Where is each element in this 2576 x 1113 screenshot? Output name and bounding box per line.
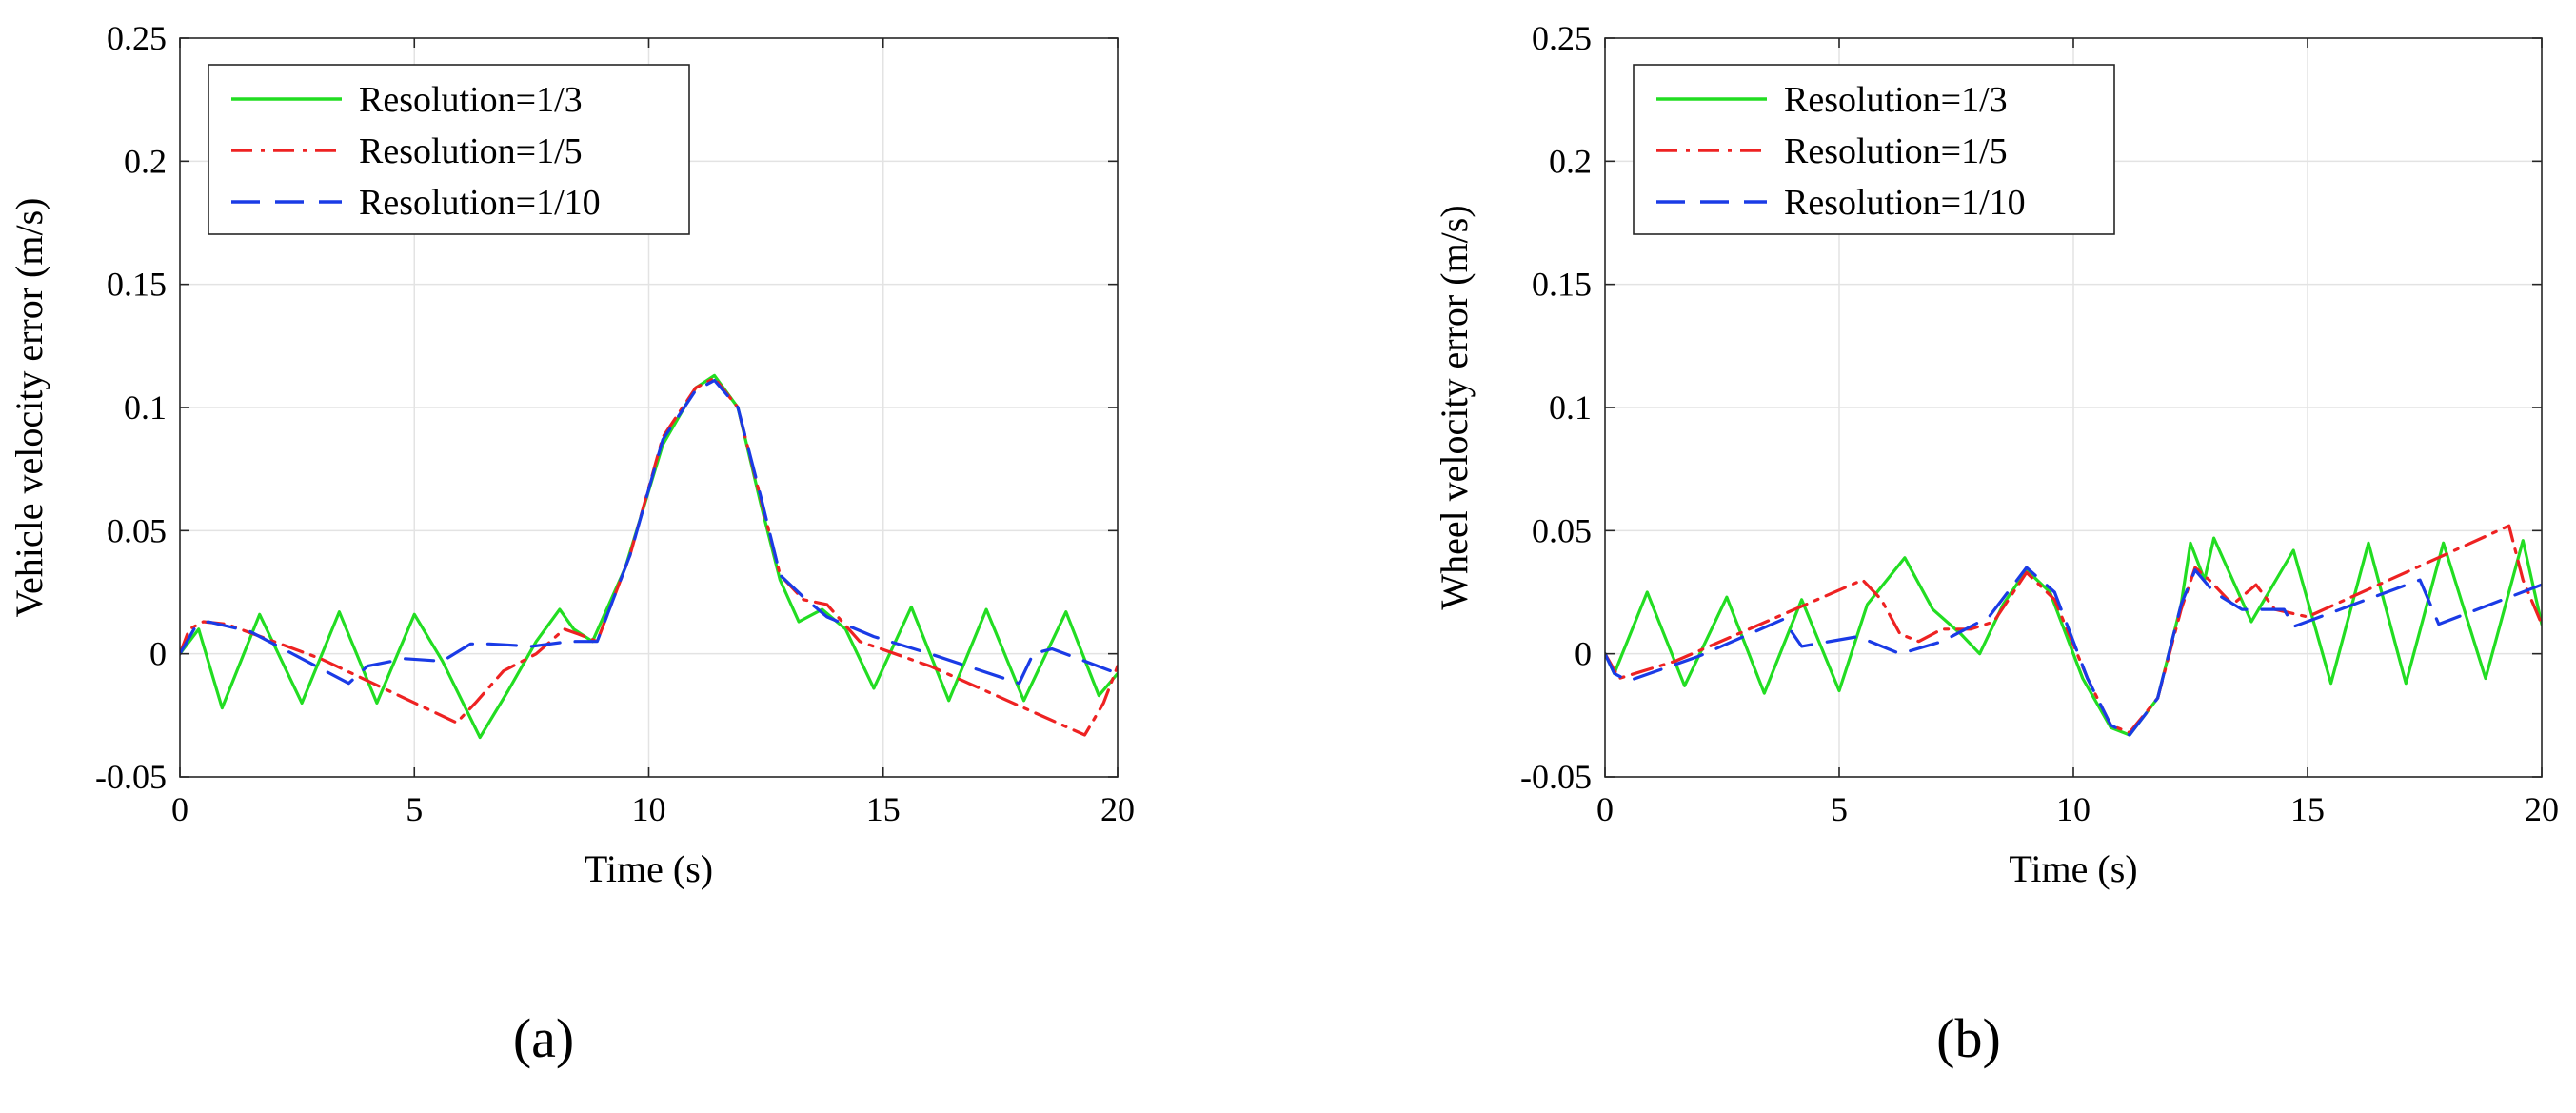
x-tick-label: 5 [1831, 790, 1848, 828]
x-tick-label: 20 [1100, 790, 1135, 828]
legend: Resolution=1/3 Resolution=1/5 Resolution=1… [208, 64, 690, 235]
panel-label: (b) [1936, 1007, 2001, 1069]
y-tick-label: -0.05 [1520, 758, 1592, 796]
series-group [1605, 524, 2542, 737]
series-line-3 [180, 378, 1118, 686]
y-tick-label: 0.1 [124, 388, 167, 427]
y-tick-label: 0.05 [107, 511, 167, 549]
legend-label-3: Resolution=1/10 [1784, 183, 2026, 223]
panel-label: (a) [513, 1007, 574, 1069]
y-tick-label: 0 [1575, 635, 1592, 673]
y-axis-label: Wheel velocity error (m/s) [1433, 205, 1476, 609]
x-axis-label: Time (s) [2009, 847, 2137, 890]
y-tick-label: 0.1 [1549, 388, 1592, 427]
legend-label-1: Resolution=1/3 [359, 80, 583, 120]
x-tick-label: 0 [1596, 790, 1614, 828]
x-tick-label: 15 [866, 790, 901, 828]
y-tick-label: 0.25 [107, 19, 167, 57]
y-tick-label: 0 [149, 635, 167, 673]
series-group [180, 373, 1118, 740]
y-tick-label: 0.2 [124, 142, 167, 180]
x-tick-label: 5 [406, 790, 423, 828]
y-tick-label: 0.15 [1532, 266, 1592, 304]
x-tick-label: 10 [632, 790, 666, 828]
y-axis-label: Vehicle velocity error (m/s) [8, 198, 50, 618]
x-axis-label: Time (s) [585, 847, 713, 890]
legend-label-1: Resolution=1/3 [1784, 80, 2008, 120]
series-line-1 [1605, 536, 2542, 737]
series-line-2 [1605, 524, 2542, 734]
series-line-3 [1605, 566, 2542, 737]
x-tick-label: 20 [2525, 790, 2559, 828]
legend: Resolution=1/3 Resolution=1/5 Resolution=1… [1633, 64, 2115, 235]
y-tick-label: 0.25 [1532, 19, 1592, 57]
legend-label-2: Resolution=1/5 [1784, 131, 2008, 171]
y-tick-label: -0.05 [95, 758, 167, 796]
x-tick-label: 15 [2290, 790, 2325, 828]
x-tick-label: 0 [171, 790, 188, 828]
y-tick-label: 0.05 [1532, 511, 1592, 549]
y-tick-label: 0.15 [107, 266, 167, 304]
y-tick-label: 0.2 [1549, 142, 1592, 180]
x-tick-label: 10 [2056, 790, 2091, 828]
legend-label-2: Resolution=1/5 [359, 131, 583, 171]
legend-label-3: Resolution=1/10 [359, 183, 601, 223]
